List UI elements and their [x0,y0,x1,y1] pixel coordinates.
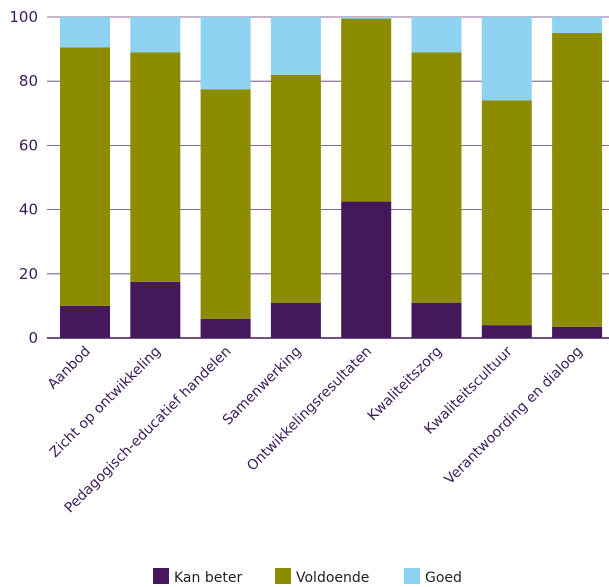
bar-segment [411,52,462,303]
bar-segment [270,302,321,338]
y-tick-label: 40 [19,201,38,219]
y-tick-label: 60 [19,136,38,154]
bar-segment [341,17,392,19]
y-tick-label: 20 [19,265,38,283]
bar-segment [552,33,603,327]
bar-segment [481,100,532,326]
bar-segment [200,17,251,90]
bar-segment [60,305,110,338]
legend-label: Goed [425,570,462,586]
category-label: Aanbod [45,344,94,393]
bar-segment [481,17,532,101]
category-label: Kwaliteitszorg [365,344,446,425]
y-tick-label: 0 [28,329,38,347]
bar-segment [411,17,462,53]
legend-swatch [404,568,420,584]
legend-label: Kan beter [174,570,242,586]
bar-segment [130,52,181,282]
bar-segment [270,17,321,75]
bar-segment [341,18,392,202]
legend-label: Voldoende [296,570,369,586]
bar-segment [481,325,532,338]
bar-segment [130,281,181,338]
category-label: Ontwikkelingsresultaten [244,344,375,475]
y-tick-label: 100 [9,8,38,26]
legend: Kan beter Voldoende Goed [153,568,462,586]
legend-swatch [275,568,291,584]
y-tick-label: 80 [19,72,38,90]
bar-segment [130,17,181,53]
legend-swatch [153,568,169,584]
bar-segment [270,74,321,303]
bar-segment [552,17,603,34]
bar-segment [552,326,603,338]
bar-segment [200,89,251,319]
bars [60,17,603,338]
bar-segment [341,201,392,338]
bar-segment [411,302,462,338]
bar-segment [60,47,110,306]
category-label: Verantwoording en dialoog [442,344,586,488]
y-axis: 0 20 40 60 80 100 [9,8,609,347]
bar-segment [200,318,251,338]
bar-segment [60,17,110,48]
